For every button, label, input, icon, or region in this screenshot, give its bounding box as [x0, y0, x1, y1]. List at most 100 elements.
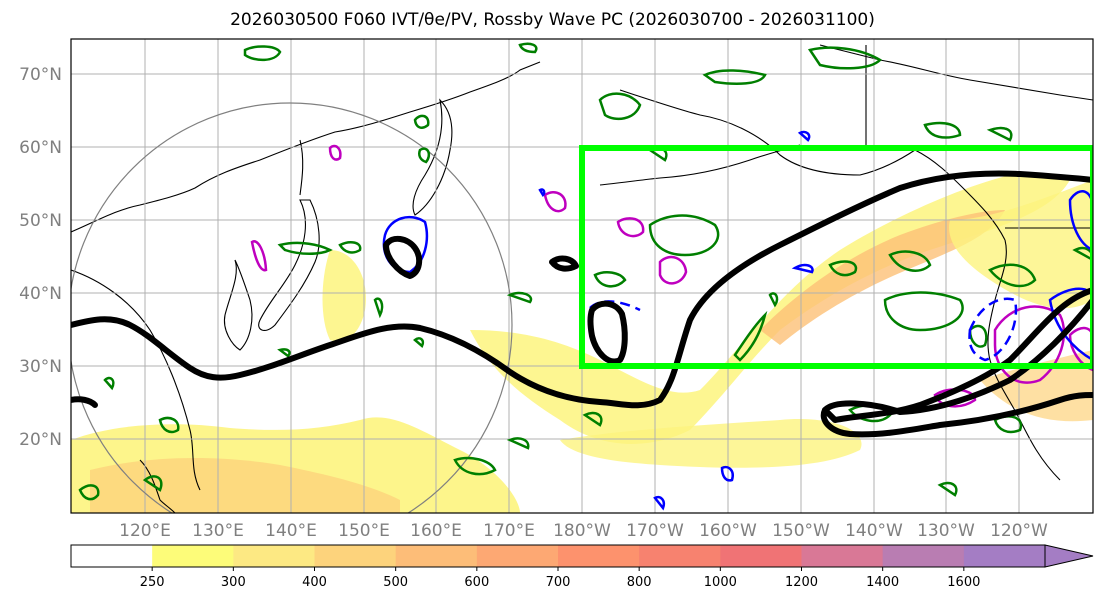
- pv-contour: [277, 241, 333, 255]
- pv-contour: [78, 484, 100, 501]
- negative-pc-contour: [616, 217, 645, 238]
- lat-label: 40°N: [19, 284, 62, 304]
- positive-pc-contour: [1048, 287, 1093, 362]
- lat-label: 50°N: [19, 211, 62, 231]
- colorbar-cell: [801, 545, 884, 567]
- colorbar: 250 300 400 500 600 700 800 1000 1200 1400 1600: [70, 544, 1094, 590]
- theta-e-contour: [71, 170, 1093, 409]
- colorbar-label: 1400: [866, 575, 899, 590]
- colorbar-extend-arrow: [1044, 544, 1094, 568]
- pv-contour: [702, 69, 767, 85]
- pv-contour: [453, 456, 497, 476]
- pv-contour: [598, 92, 642, 121]
- coast-philippines: [139, 459, 176, 513]
- coast-aleutians: [599, 144, 801, 186]
- negative-pc-contour: [250, 240, 268, 272]
- map-title: 2026030500 F060 IVT/θe/PV, Rossby Wave P…: [230, 10, 875, 30]
- pv-contour: [582, 411, 603, 427]
- coast-japan: [258, 199, 320, 331]
- coast-korea: [223, 259, 253, 351]
- pv-contour: [937, 481, 958, 497]
- influence-circle: [71, 102, 513, 513]
- pv-contours: [78, 42, 1093, 501]
- latitude-labels: 70°N 60°N 50°N 40°N 30°N 20°N: [19, 65, 62, 450]
- ivt-east: [949, 180, 1093, 309]
- colorbar-cell: [314, 545, 397, 567]
- lat-label: 60°N: [19, 138, 62, 158]
- pv-contour: [883, 291, 964, 332]
- colorbar-cell: [963, 545, 1046, 567]
- pv-contour: [506, 291, 533, 304]
- theta-e-contour: [549, 255, 579, 272]
- pv-contour: [968, 324, 988, 348]
- coast-na-west: [987, 239, 1061, 481]
- lat-label: 20°N: [19, 430, 62, 450]
- positive-pc-contour: [1068, 190, 1093, 252]
- lon-label: 120°E: [119, 521, 171, 541]
- positive-pc-contour: [791, 263, 814, 274]
- colorbar-cell: [395, 545, 478, 567]
- map-frame: [70, 38, 1094, 514]
- pv-contour: [277, 348, 291, 358]
- coast-china: [71, 269, 201, 491]
- coast-alaska: [619, 89, 1006, 241]
- lon-label: 130°E: [192, 521, 244, 541]
- lat-label: 70°N: [19, 65, 62, 85]
- pv-contour: [593, 271, 627, 288]
- pv-contour: [518, 42, 538, 54]
- colorbar-cell: [882, 545, 965, 567]
- lon-label: 140°E: [265, 521, 317, 541]
- pv-contour: [888, 250, 932, 272]
- lon-label: 150°E: [338, 521, 390, 541]
- positive-pc-contour: [968, 297, 1018, 362]
- pv-contour: [103, 376, 115, 391]
- coast-asia: [71, 61, 541, 233]
- colorbar-cell: [558, 545, 640, 567]
- pv-contour: [142, 475, 163, 492]
- pv-contour: [807, 46, 883, 70]
- colorbar-label: 1200: [785, 575, 818, 590]
- lon-label: 130°W: [917, 521, 975, 541]
- pv-contour: [648, 214, 720, 257]
- colorbar-cell: [71, 545, 153, 567]
- theta-e-contour: [71, 396, 98, 408]
- ivt-shading: [71, 175, 1093, 513]
- colorbar-label: 1600: [947, 575, 980, 590]
- coast-kamchatka: [412, 98, 453, 216]
- colorbar-cell: [233, 545, 315, 567]
- colorbar-label: 700: [546, 575, 571, 590]
- colorbar-label: 600: [464, 575, 489, 590]
- coast-sakhalin: [299, 139, 304, 196]
- coast-arctic: [819, 44, 1093, 101]
- theta-e-contour: [820, 392, 1093, 438]
- pv-contour: [243, 45, 282, 62]
- pv-contour: [413, 337, 425, 348]
- coastlines: [71, 44, 1093, 513]
- colorbar-label: 250: [140, 575, 165, 590]
- colorbar-label: 300: [221, 575, 246, 590]
- lon-label: 120°W: [990, 521, 1048, 541]
- positive-pc-contour: [653, 495, 665, 511]
- colorbar-cell: [152, 545, 234, 567]
- pv-contour: [338, 241, 362, 254]
- colorbar-cell: [720, 545, 802, 567]
- lon-label: 160°W: [699, 521, 757, 541]
- lon-label: 160°E: [410, 521, 462, 541]
- ivt-plume-south: [560, 419, 862, 468]
- pv-contour: [418, 147, 431, 164]
- pv-contour: [413, 114, 430, 129]
- pv-contour: [923, 121, 962, 139]
- pv-contour: [158, 416, 180, 434]
- pv-contour: [506, 437, 530, 450]
- negative-pc-contour: [658, 255, 688, 285]
- lat-label: 30°N: [19, 357, 62, 377]
- pv-contour: [828, 260, 858, 277]
- negative-pc-contour: [543, 191, 567, 213]
- colorbar-label: 800: [627, 575, 652, 590]
- positive-pc-contour: [797, 130, 811, 142]
- pv-contour: [986, 126, 1013, 142]
- lon-label: 150°W: [772, 521, 830, 541]
- theta-e-contour: [383, 235, 423, 279]
- pv-contour: [733, 310, 768, 362]
- colorbar-label: 500: [383, 575, 408, 590]
